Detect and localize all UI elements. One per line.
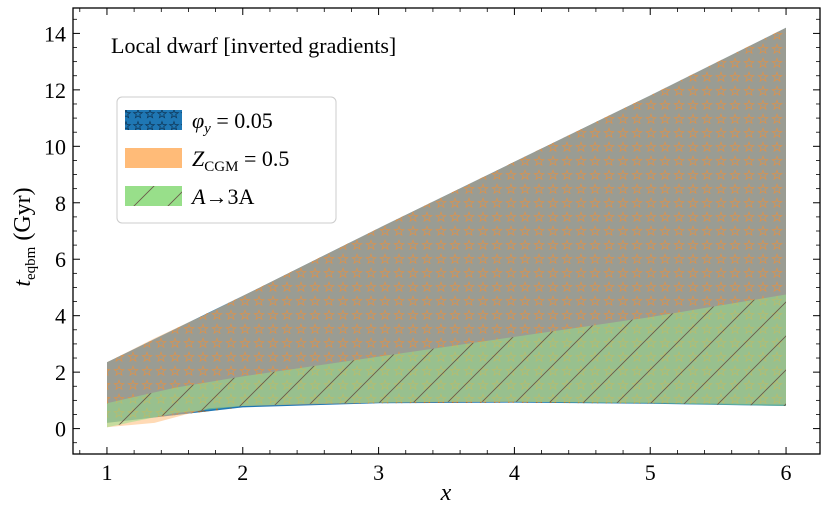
legend-label-3: A→3A	[190, 184, 254, 209]
svg-text:teqbm (Gyr): teqbm (Gyr)	[10, 187, 39, 286]
legend-swatch-1-hatch	[125, 110, 182, 130]
y-tick-label: 14	[44, 21, 66, 46]
plot-area	[107, 27, 786, 428]
legend-swatch-2	[125, 148, 182, 168]
legend-label-2: ZCGM = 0.5	[192, 146, 289, 175]
legend-swatch-3-hatch	[125, 186, 182, 206]
y-tick-label: 2	[55, 360, 66, 385]
legend-label-1: φy = 0.05	[192, 108, 273, 137]
x-axis-label: x	[440, 480, 452, 506]
y-tick-label: 0	[55, 417, 66, 442]
y-axis-label: teqbm (Gyr)	[10, 187, 39, 286]
y-tick-label: 10	[44, 134, 66, 159]
series-band-3-hatch	[107, 294, 786, 428]
legend: φy = 0.05 ZCGM = 0.5 A→3A	[116, 96, 337, 224]
x-tick-label: 2	[237, 460, 248, 485]
x-tick-label: 5	[645, 460, 656, 485]
y-tick-label: 4	[55, 304, 66, 329]
y-axis-label-sub: eqbm	[23, 246, 39, 280]
y-axis-label-unit: (Gyr)	[10, 187, 36, 246]
y-tick-label: 6	[55, 247, 66, 272]
x-tick-label: 3	[373, 460, 384, 485]
y-tick-label: 12	[44, 78, 66, 103]
x-tick-label: 6	[781, 460, 792, 485]
x-tick-label: 1	[101, 460, 112, 485]
y-axis-label-main: t	[10, 279, 36, 287]
chart-annotation: Local dwarf [inverted gradients]	[111, 33, 396, 58]
x-tick-label: 4	[509, 460, 520, 485]
y-tick-label: 8	[55, 191, 66, 216]
